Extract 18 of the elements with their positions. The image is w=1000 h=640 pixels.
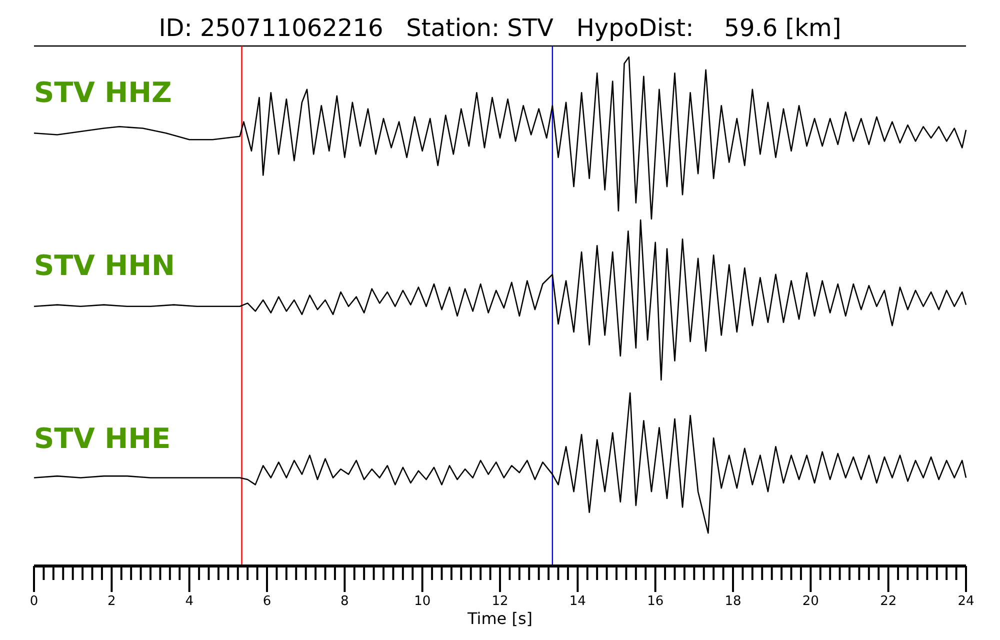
x-tick-label: 0: [30, 594, 38, 610]
chart-title: ID: 250711062216 Station: STV HypoDist: 59.6 [km]: [158, 14, 842, 42]
x-tick-label: 10: [414, 594, 431, 610]
x-tick-label: 24: [958, 594, 974, 610]
series-label: STV HHE: [34, 422, 171, 455]
x-tick-label: 18: [724, 594, 742, 610]
x-tick-label: 12: [492, 594, 508, 610]
x-tick-label: 2: [108, 594, 116, 610]
x-tick-label: 4: [185, 594, 194, 610]
x-tick-label: 8: [340, 594, 349, 610]
x-tick-label: 6: [262, 594, 272, 610]
x-axis-title: Time [s]: [466, 609, 533, 628]
x-tick-label: 16: [647, 594, 664, 610]
x-tick-label: 22: [880, 594, 897, 610]
series-label: STV HHN: [34, 249, 175, 282]
x-tick-label: 14: [569, 594, 586, 610]
series-label: STV HHZ: [34, 76, 172, 109]
x-tick-label: 20: [802, 594, 819, 610]
